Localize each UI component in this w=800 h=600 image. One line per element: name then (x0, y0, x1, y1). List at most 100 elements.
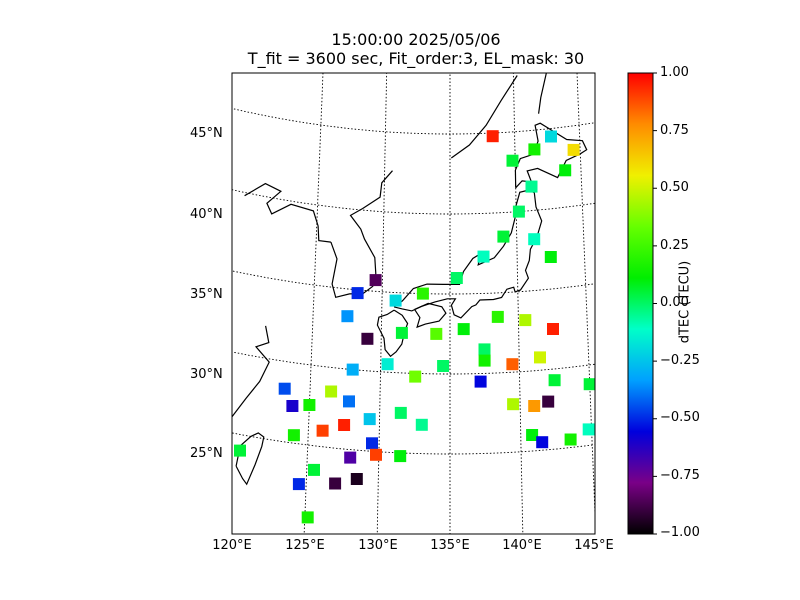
chart-title: 15:00:00 2025/05/06 (331, 30, 501, 49)
dtec-cell (474, 375, 487, 388)
dtec-cell (346, 363, 359, 376)
dtec-cell (350, 473, 363, 485)
lon-tick-120: 120°E (212, 538, 252, 553)
dtec-cell (370, 448, 382, 461)
lat-tick-45: 45°N (190, 126, 223, 141)
dtec-cell (416, 287, 429, 300)
dtec-cell (506, 358, 519, 371)
colorbar-tick-neg1.00: −1.00 (660, 525, 700, 540)
dtec-cell (363, 413, 376, 426)
dtec-cell (548, 374, 561, 387)
lat-tick-25: 25°N (190, 446, 223, 461)
dtec-cell (528, 143, 541, 156)
dtec-cell (491, 310, 504, 323)
dtec-cell (389, 294, 402, 307)
dtec-cell (542, 395, 555, 408)
dtec-cell (301, 511, 314, 524)
dtec-cell (478, 343, 491, 356)
dtec-cell (338, 419, 351, 431)
dtec-cell (329, 477, 342, 490)
dtec-cell (343, 395, 355, 408)
colorbar-tick-neg0.75: −0.75 (660, 468, 700, 483)
lon-tick-145: 145°E (574, 538, 614, 553)
lat-tick-40: 40°N (190, 207, 223, 222)
dtec-cell (534, 351, 546, 364)
colorbar-tick-0.75: 0.75 (660, 123, 689, 138)
dtec-cell (287, 429, 300, 442)
coastline (235, 432, 265, 486)
dtec-cell (292, 478, 305, 491)
lon-tick-130: 130°E (358, 538, 398, 553)
lat-tick-35: 35°N (190, 287, 223, 302)
dtec-cell (409, 370, 422, 383)
dtec-cell (564, 433, 577, 446)
map-area (232, 73, 595, 534)
dtec-cell (381, 358, 394, 371)
dtec-cell (316, 424, 329, 437)
coastline (376, 309, 409, 358)
latitude-gridline (232, 270, 595, 295)
dtec-cell (478, 354, 491, 367)
lon-tick-135: 135°E (430, 538, 470, 553)
dtec-cell (506, 154, 519, 167)
lon-tick-140: 140°E (502, 538, 542, 553)
dtec-cell (286, 400, 299, 412)
dtec-cell (450, 272, 463, 284)
coastline (244, 182, 331, 243)
dtec-cell (528, 400, 541, 412)
dtec-cell (526, 429, 539, 441)
dtec-cell (477, 250, 490, 263)
dtec-cell (344, 451, 357, 464)
dtec-cell (582, 423, 595, 436)
dtec-cell (519, 314, 532, 327)
longitude-gridline (512, 73, 524, 534)
dtec-cell (369, 274, 382, 287)
dtec-cell (361, 332, 374, 345)
coastline (393, 189, 543, 319)
coastline (232, 325, 270, 419)
dtec-cell (308, 463, 320, 476)
dtec-cell (366, 437, 378, 450)
latitude-gridline (232, 107, 595, 135)
dtec-cell (341, 310, 354, 323)
dtec-cell (486, 130, 499, 143)
dtec-cell (303, 399, 316, 411)
dtec-cell (544, 251, 557, 263)
dtec-cell (437, 360, 450, 372)
dtec-cell (395, 326, 408, 339)
dtec-cell (351, 287, 364, 300)
dtec-cell (394, 450, 407, 463)
colorbar (627, 72, 654, 535)
dtec-cell (545, 130, 557, 143)
colorbar-tick-marks (653, 72, 657, 535)
dtec-cell (394, 406, 407, 419)
coastline (414, 302, 447, 329)
map-frame (231, 72, 596, 535)
dtec-cell (497, 230, 510, 243)
coastline (450, 75, 518, 159)
dtec-cell (415, 418, 428, 431)
dtec-cell (234, 444, 246, 457)
lon-tick-125: 125°E (285, 538, 325, 553)
coastline (538, 73, 547, 114)
dtec-cell (325, 385, 338, 398)
dtec-cell (559, 164, 572, 177)
dtec-cell (547, 323, 559, 335)
dtec-cell (278, 382, 291, 395)
dtec-cell (583, 378, 595, 391)
dtec-cell (430, 327, 443, 340)
dtec-cell (536, 436, 549, 449)
colorbar-tick-0.00: 0.00 (660, 295, 689, 310)
latitude-gridline (232, 189, 595, 215)
colorbar-tick-0.25: 0.25 (660, 238, 689, 253)
dtec-cell (512, 205, 525, 218)
colorbar-tick-0.50: 0.50 (660, 180, 689, 195)
colorbar-tick-neg0.50: −0.50 (660, 410, 700, 425)
colorbar-tick-1.00: 1.00 (660, 65, 689, 80)
lat-tick-30: 30°N (190, 367, 223, 382)
latitude-gridline (232, 432, 595, 455)
dtec-cell (457, 323, 470, 336)
coastline (330, 170, 393, 299)
dtec-cell (528, 233, 541, 246)
